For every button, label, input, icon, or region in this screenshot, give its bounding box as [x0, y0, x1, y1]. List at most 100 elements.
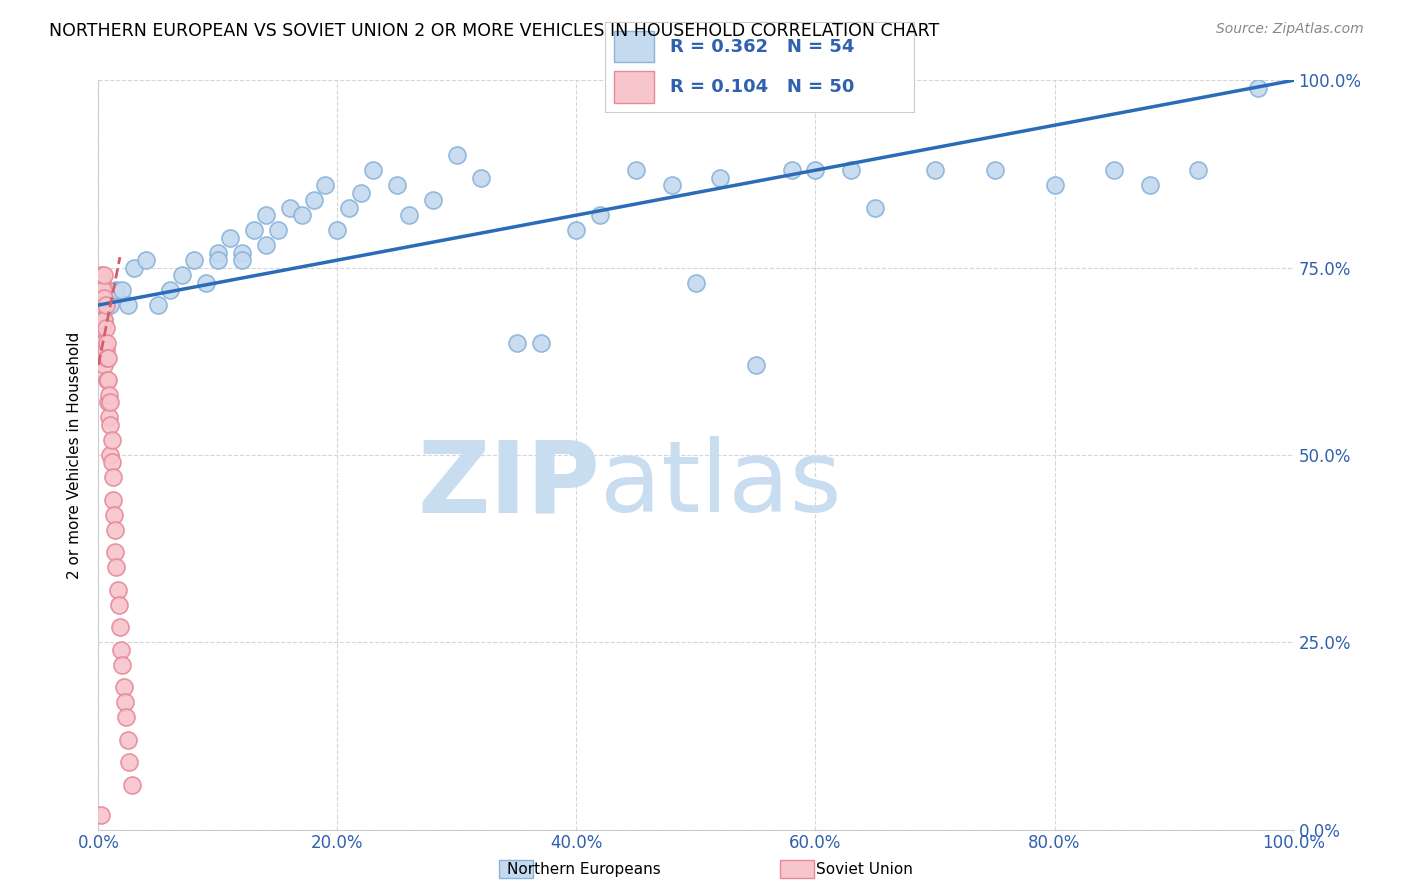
Point — [98, 410, 121, 425]
Point — [90, 268, 112, 282]
Point — [114, 695, 136, 709]
FancyBboxPatch shape — [614, 71, 654, 103]
Point — [254, 208, 277, 222]
Point — [135, 253, 157, 268]
Text: Soviet Union: Soviet Union — [817, 863, 912, 877]
Point — [94, 298, 117, 312]
Point — [103, 508, 125, 522]
Point — [267, 223, 290, 237]
Point — [385, 178, 409, 193]
Point — [91, 335, 114, 350]
Point — [105, 560, 128, 574]
Point — [506, 335, 529, 350]
Point — [98, 448, 122, 462]
Point — [231, 245, 253, 260]
Point — [219, 230, 242, 244]
Point — [685, 276, 707, 290]
Point — [124, 260, 146, 275]
Point — [94, 320, 117, 334]
Point — [121, 778, 143, 792]
Point — [302, 193, 325, 207]
Point — [96, 335, 118, 350]
Point — [159, 283, 181, 297]
Point — [1247, 80, 1270, 95]
Point — [101, 492, 124, 507]
Point — [118, 755, 141, 769]
Point — [93, 358, 115, 372]
Point — [243, 223, 266, 237]
Point — [98, 395, 122, 409]
Point — [172, 268, 194, 282]
Point — [745, 358, 768, 372]
Text: Northern Europeans: Northern Europeans — [506, 863, 661, 877]
Point — [626, 163, 648, 178]
Point — [96, 351, 118, 365]
Point — [93, 313, 115, 327]
Point — [117, 298, 139, 312]
Point — [97, 373, 120, 387]
Point — [709, 170, 731, 185]
Text: Source: ZipAtlas.com: Source: ZipAtlas.com — [1216, 22, 1364, 37]
Point — [207, 253, 229, 268]
Point — [183, 253, 205, 268]
Point — [91, 298, 114, 312]
Point — [446, 148, 468, 162]
Point — [96, 373, 118, 387]
Point — [1043, 178, 1066, 193]
Point — [422, 193, 444, 207]
Point — [841, 163, 863, 178]
Point — [148, 298, 170, 312]
Text: ZIP: ZIP — [418, 436, 600, 533]
Point — [470, 170, 492, 185]
Point — [93, 291, 115, 305]
Point — [100, 455, 122, 469]
Point — [112, 680, 135, 694]
Point — [117, 732, 139, 747]
Point — [104, 545, 127, 559]
Point — [1139, 178, 1161, 193]
Text: R = 0.362   N = 54: R = 0.362 N = 54 — [669, 37, 853, 56]
Point — [589, 208, 612, 222]
Point — [530, 335, 553, 350]
Point — [661, 178, 683, 193]
Point — [984, 163, 1007, 178]
Point — [231, 253, 253, 268]
Point — [780, 163, 803, 178]
Point — [565, 223, 588, 237]
Point — [91, 313, 114, 327]
Text: NORTHERN EUROPEAN VS SOVIET UNION 2 OR MORE VEHICLES IN HOUSEHOLD CORRELATION CH: NORTHERN EUROPEAN VS SOVIET UNION 2 OR M… — [49, 22, 939, 40]
Point — [93, 268, 115, 282]
Point — [97, 351, 120, 365]
Point — [93, 313, 115, 327]
Point — [90, 807, 112, 822]
Point — [97, 395, 120, 409]
Point — [98, 298, 122, 312]
Point — [101, 470, 124, 484]
Point — [207, 245, 229, 260]
Point — [111, 283, 134, 297]
Point — [94, 343, 117, 357]
Point — [105, 283, 128, 297]
Point — [315, 178, 337, 193]
Point — [90, 313, 112, 327]
Point — [195, 276, 218, 290]
Point — [91, 320, 114, 334]
Point — [865, 201, 887, 215]
Point — [111, 657, 134, 672]
Text: atlas: atlas — [600, 436, 842, 533]
Point — [107, 598, 129, 612]
Point — [100, 433, 122, 447]
Point — [115, 710, 138, 724]
Point — [110, 642, 132, 657]
Point — [98, 388, 121, 402]
Point — [278, 201, 301, 215]
Point — [339, 201, 361, 215]
Point — [326, 223, 349, 237]
Y-axis label: 2 or more Vehicles in Household: 2 or more Vehicles in Household — [67, 331, 83, 579]
Point — [350, 186, 373, 200]
Point — [90, 283, 112, 297]
Point — [91, 335, 114, 350]
FancyBboxPatch shape — [614, 31, 654, 62]
Point — [804, 163, 827, 178]
Point — [108, 620, 131, 634]
